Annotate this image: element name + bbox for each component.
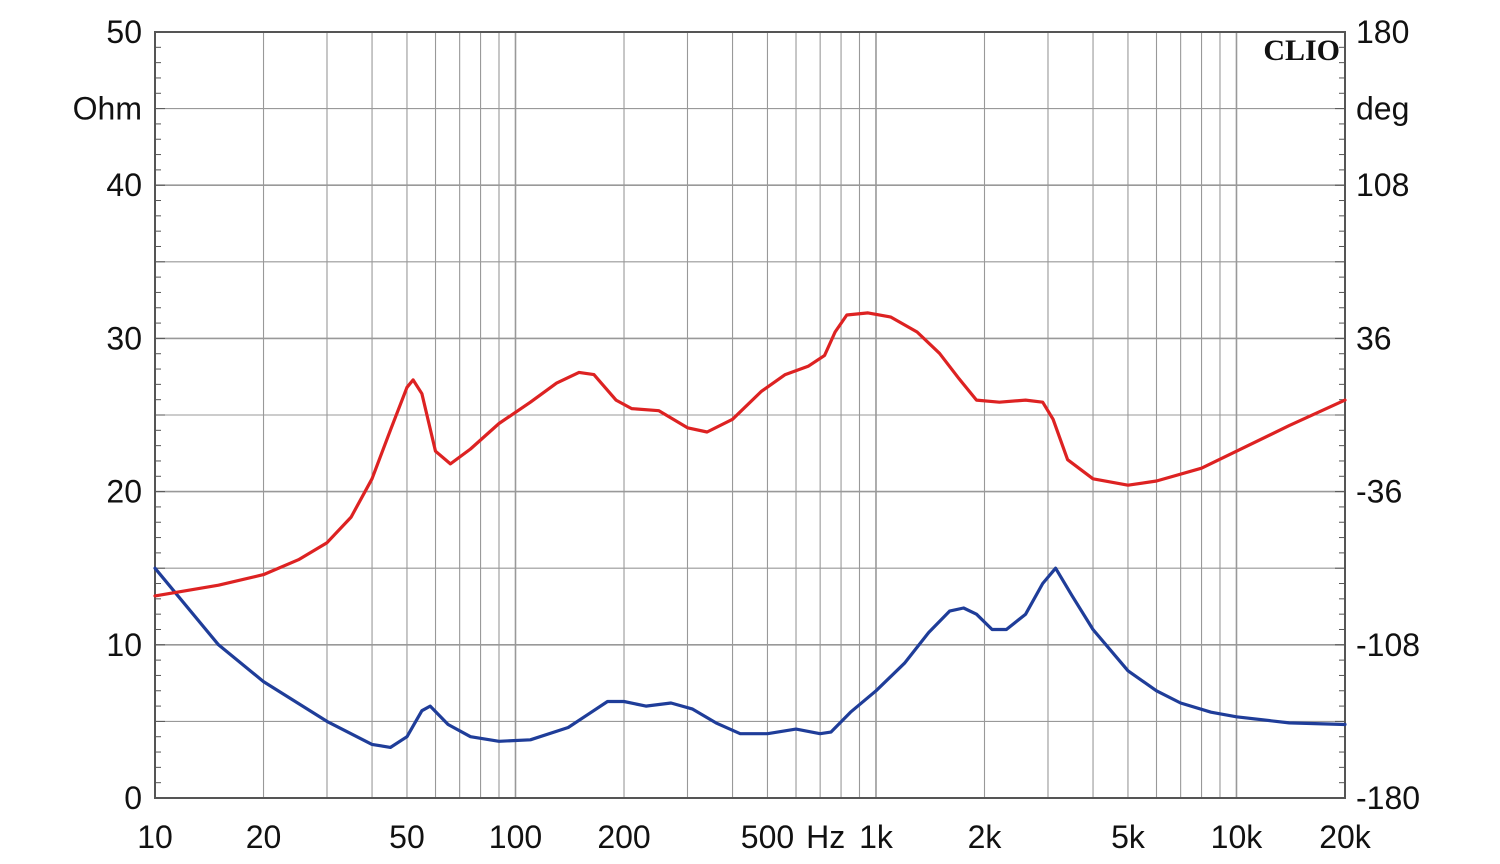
x-tick-label: 20	[246, 819, 282, 855]
x-tick-label: 5k	[1111, 819, 1146, 855]
right-y-tick-label: -180	[1356, 780, 1420, 816]
left-y-tick-label: 30	[106, 320, 142, 356]
x-tick-label: 20k	[1319, 819, 1372, 855]
right-y-tick-label: 108	[1356, 167, 1409, 203]
left-y-tick-label: 10	[106, 627, 142, 663]
impedance-curve	[153, 566, 1347, 750]
left-y-tick-label: 20	[106, 474, 142, 510]
x-tick-label: 50	[389, 819, 425, 855]
right-y-tick-label: -36	[1356, 474, 1402, 510]
series-layer	[153, 311, 1347, 750]
right-axis-unit: deg	[1356, 91, 1409, 127]
right-y-tick-label: 36	[1356, 320, 1392, 356]
left-y-tick-label: 0	[124, 780, 142, 816]
axis-tick-marks	[155, 31, 1345, 799]
x-tick-label: 1k	[859, 819, 894, 855]
x-tick-label: 10	[137, 819, 173, 855]
right-y-tick-label: -108	[1356, 627, 1420, 663]
x-tick-label: 2k	[968, 819, 1003, 855]
right-y-tick-label: 180	[1356, 14, 1409, 50]
x-tick-label: 500	[741, 819, 794, 855]
x-tick-label: 10k	[1211, 819, 1264, 855]
minor-gridlines	[155, 32, 1346, 798]
x-tick-label: 200	[597, 819, 650, 855]
left-y-tick-label: 40	[106, 167, 142, 203]
left-axis-unit: Ohm	[73, 91, 142, 127]
left-y-tick-label: 50	[106, 14, 142, 50]
clio-logo: CLIO	[1263, 34, 1340, 67]
phase-curve	[153, 311, 1347, 598]
x-tick-label: 100	[489, 819, 542, 855]
x-axis-unit: Hz	[806, 819, 845, 855]
